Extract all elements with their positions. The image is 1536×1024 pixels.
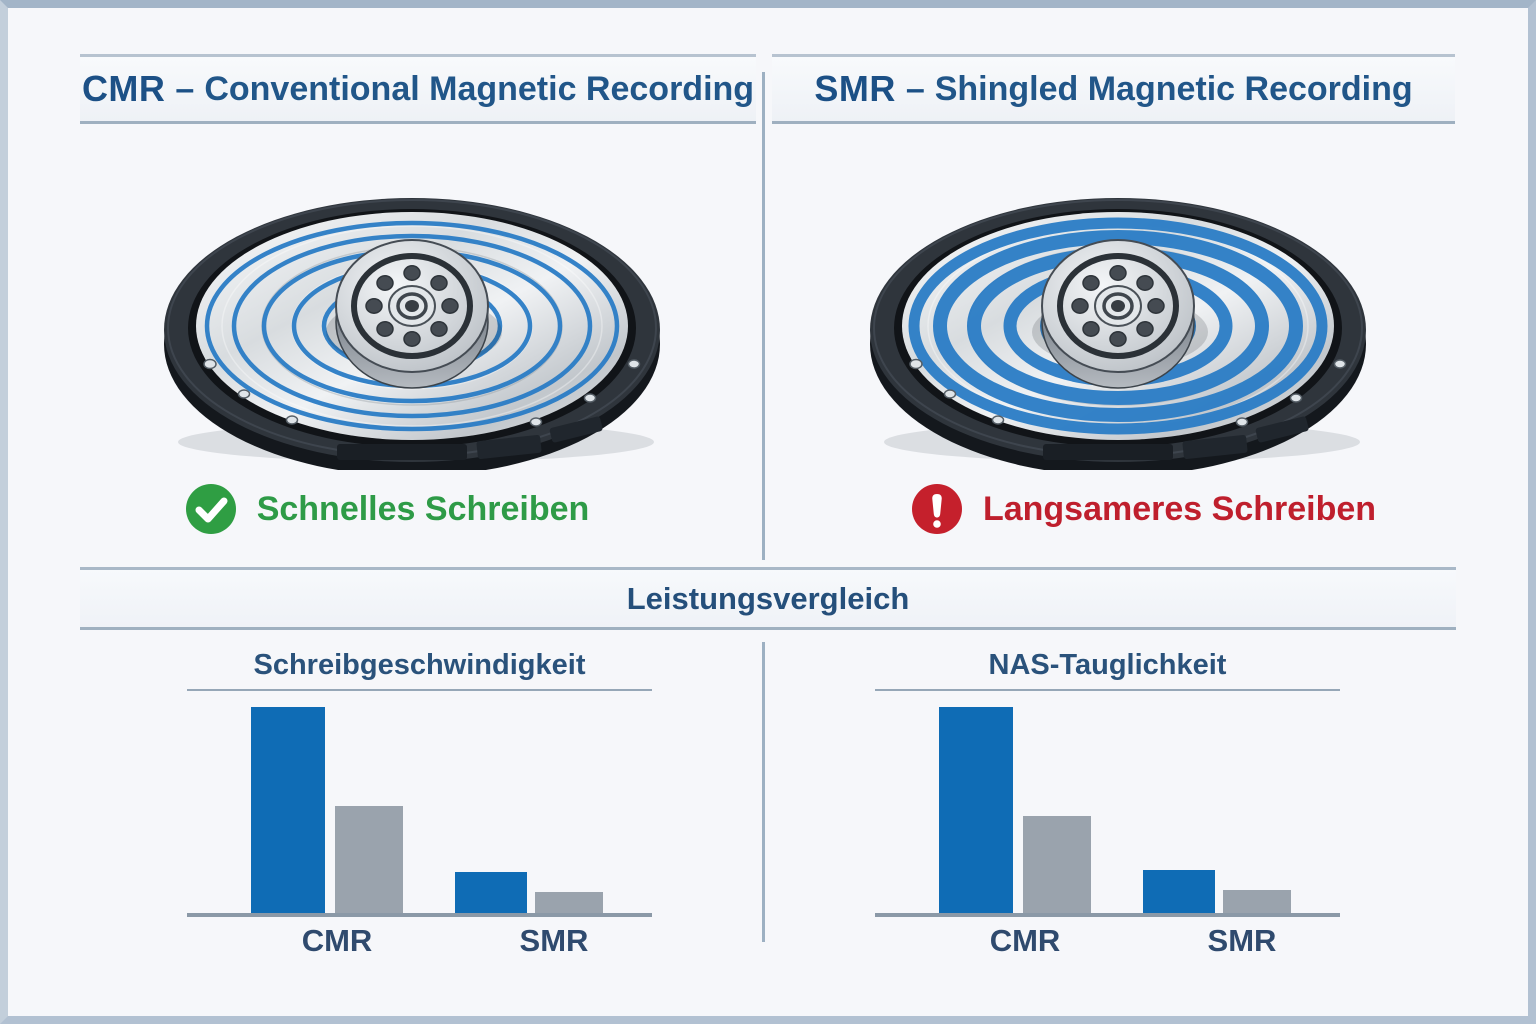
cmr-status-label: Schnelles Schreiben <box>256 489 590 528</box>
nas-suitability-chart: NAS-Tauglichkeit CMR SMR <box>875 645 1340 971</box>
cmr-disk-illustration <box>152 140 672 476</box>
cmr-header-band: CMR – Conventional Magnetic Recording <box>80 54 756 124</box>
hdd-platter-cmr-icon <box>164 198 660 476</box>
x-axis-line <box>187 913 652 917</box>
cmr-spindle-hub <box>326 239 502 389</box>
smr-spindle-hub <box>1032 239 1208 389</box>
category-label-smr: SMR <box>1207 923 1277 958</box>
smr-header-abbr: SMR <box>814 68 896 109</box>
category-label-cmr: CMR <box>989 923 1061 958</box>
chart-title-underline <box>187 689 652 691</box>
bar-smr-blue <box>455 871 527 913</box>
write-speed-plot-area <box>187 707 652 913</box>
cmr-case-rivets <box>203 358 641 427</box>
cmr-header-name: Conventional Magnetic Recording <box>204 69 755 108</box>
bar-cmr-gray <box>1023 816 1091 913</box>
category-label-cmr: CMR <box>301 923 373 958</box>
bar-smr-blue <box>1143 869 1215 913</box>
bar-smr-gray <box>535 892 603 913</box>
smr-case-rivets <box>909 358 1347 427</box>
smr-status-row: Langsameres Schreiben <box>765 480 1522 538</box>
bar-smr-gray <box>1223 890 1291 913</box>
bar-cmr-gray <box>335 805 403 913</box>
smr-header-band: SMR – Shingled Magnetic Recording <box>772 54 1455 124</box>
chart-title-underline <box>875 689 1340 691</box>
check-circle-icon <box>185 484 236 534</box>
smr-disk-illustration <box>858 140 1378 476</box>
category-label-smr: SMR <box>519 923 589 958</box>
category-labels: CMR SMR <box>875 923 1340 971</box>
bar-cmr-blue <box>251 707 325 913</box>
smr-header-name: Shingled Magnetic Recording <box>934 69 1413 108</box>
comparison-header-band: Leistungsvergleich <box>80 567 1456 630</box>
cmr-header-separator: – <box>175 69 195 108</box>
nas-suitability-plot-area <box>875 707 1340 913</box>
smr-status-label: Langsameres Schreiben <box>982 489 1377 528</box>
chart-section-divider <box>762 642 765 942</box>
smr-header-separator: – <box>905 69 925 108</box>
write-speed-chart: Schreibgeschwindigkeit CMR SMR <box>187 645 652 971</box>
cmr-status-row: Schnelles Schreiben <box>12 480 762 538</box>
write-speed-chart-title: Schreibgeschwindigkeit <box>253 649 586 681</box>
x-axis-line <box>875 913 1340 917</box>
nas-suitability-chart-title: NAS-Tauglichkeit <box>988 649 1227 681</box>
alert-circle-icon <box>911 484 962 534</box>
smr-case-notches <box>1043 416 1309 460</box>
cmr-case-notches <box>337 416 603 460</box>
bar-cmr-blue <box>939 707 1013 913</box>
cmr-header-abbr: CMR <box>81 68 166 109</box>
category-labels: CMR SMR <box>187 923 652 971</box>
hdd-platter-smr-icon <box>870 198 1366 476</box>
top-section-divider <box>762 72 765 560</box>
comparison-title: Leistungsvergleich <box>626 580 910 616</box>
